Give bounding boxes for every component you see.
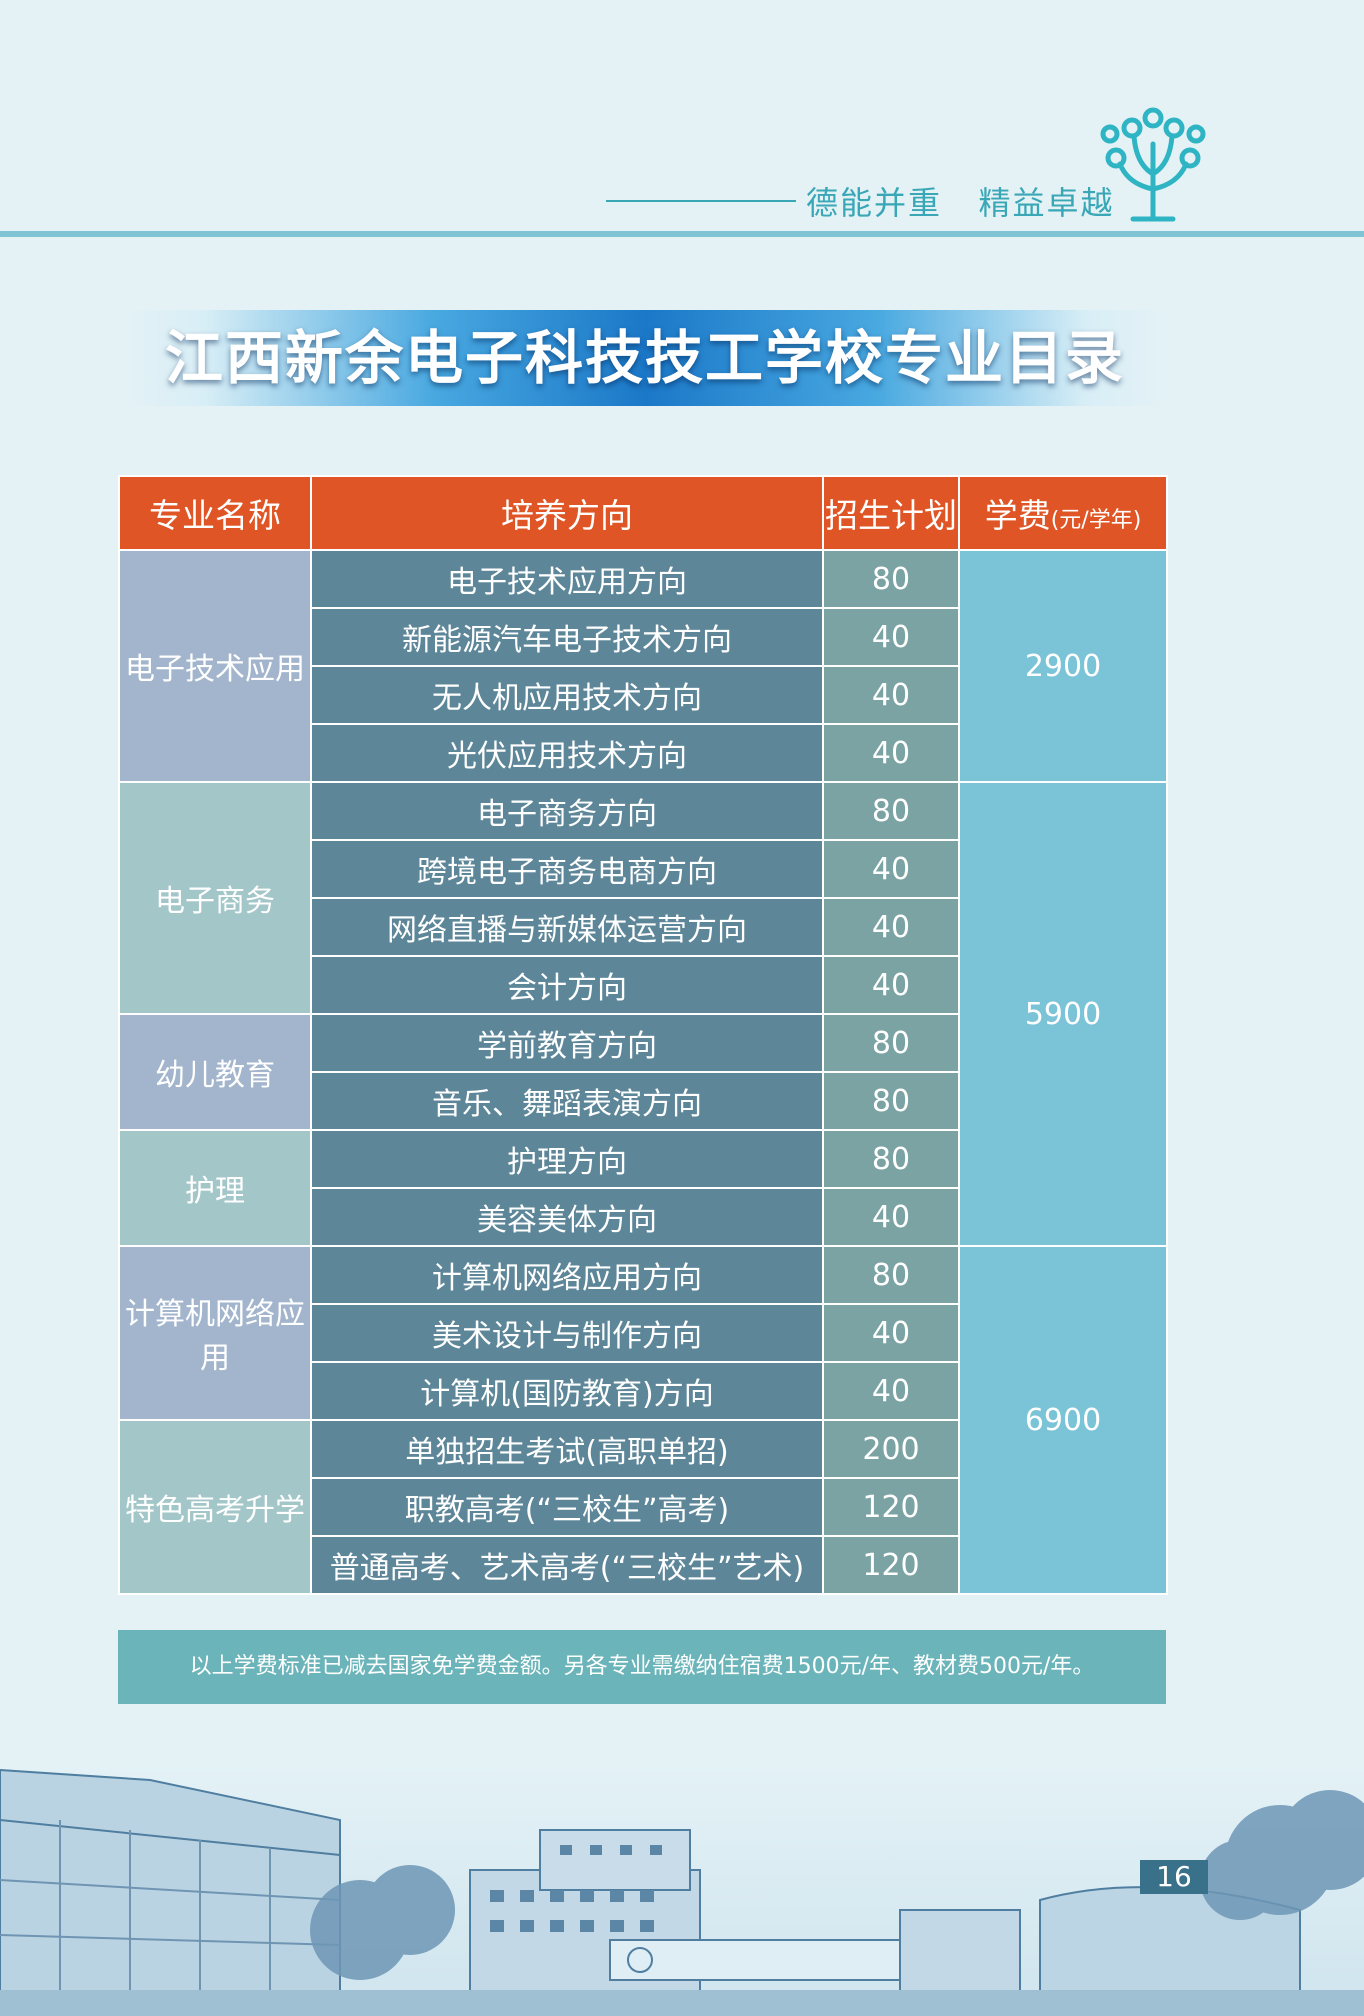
direction-cell: 职教高考(“三校生”高考) — [310, 1477, 824, 1537]
quota-cell: 120 — [822, 1535, 960, 1595]
table-row: 光伏应用技术方向 40 — [119, 723, 1167, 783]
table-row: 职教高考(“三校生”高考) 120 — [119, 1477, 1167, 1537]
direction-cell: 学前教育方向 — [310, 1013, 824, 1073]
header-fee-label: 学费 — [984, 496, 1051, 535]
quota-cell: 40 — [822, 839, 960, 899]
table-row: 会计方向 40 — [119, 955, 1167, 1015]
motto-rule — [606, 200, 796, 202]
quota-cell: 80 — [822, 781, 960, 841]
major-name: 电子技术应用 — [118, 549, 312, 783]
direction-cell: 计算机网络应用方向 — [310, 1245, 824, 1305]
header-fee: 学费(元/学年) — [958, 475, 1168, 551]
quota-cell: 200 — [822, 1419, 960, 1479]
school-motto: 德能并重 精益卓越 — [806, 184, 1115, 222]
quota-cell: 40 — [822, 955, 960, 1015]
quota-cell: 40 — [822, 1361, 960, 1421]
tree-logo-icon — [1100, 107, 1206, 222]
direction-cell: 无人机应用技术方向 — [310, 665, 824, 725]
direction-cell: 光伏应用技术方向 — [310, 723, 824, 783]
page-title: 江西新余电子科技技工学校专业目录 — [164, 324, 1125, 392]
table-row: 电子技术应用 电子技术应用方向 80 2900 — [118, 549, 1168, 783]
quota-cell: 40 — [822, 897, 960, 957]
table-row: 计算机网络应用 计算机网络应用方向 80 6900 — [118, 1245, 1168, 1595]
direction-cell: 计算机(国防教育)方向 — [310, 1361, 824, 1421]
campus-illustration — [0, 1760, 1364, 2016]
table-row: 音乐、舞蹈表演方向 80 — [119, 1071, 1167, 1131]
quota-cell: 120 — [822, 1477, 960, 1537]
fee-note: 以上学费标准已减去国家免学费金额。另各专业需缴纳住宿费1500元/年、教材费50… — [118, 1630, 1166, 1704]
quota-cell: 40 — [822, 1303, 960, 1363]
fee-cell: 5900 — [958, 781, 1168, 1247]
quota-cell: 80 — [822, 1013, 960, 1073]
direction-cell: 电子技术应用方向 — [310, 549, 824, 609]
fee-cell: 6900 — [958, 1245, 1168, 1595]
quota-cell: 40 — [822, 665, 960, 725]
header-divider — [0, 231, 1364, 237]
page-number: 16 — [1140, 1860, 1208, 1894]
quota-cell: 80 — [822, 549, 960, 609]
quota-cell: 80 — [822, 1245, 960, 1305]
quota-cell: 80 — [822, 1071, 960, 1131]
table-row: 护理 护理方向 80 — [118, 1129, 1167, 1247]
direction-cell: 美容美体方向 — [310, 1187, 824, 1247]
direction-cell: 音乐、舞蹈表演方向 — [310, 1071, 824, 1131]
fee-cell: 2900 — [958, 549, 1168, 783]
table-row: 计算机(国防教育)方向 40 — [119, 1361, 1167, 1421]
table-row: 特色高考升学 单独招生考试(高职单招) 200 — [118, 1419, 1167, 1595]
direction-cell: 新能源汽车电子技术方向 — [310, 607, 824, 667]
direction-cell: 美术设计与制作方向 — [310, 1303, 824, 1363]
table-header-row: 专业名称 培养方向 招生计划 学费(元/学年) — [118, 475, 1168, 551]
major-name: 电子商务 — [118, 781, 312, 1015]
table-row: 幼儿教育 学前教育方向 80 — [118, 1013, 1167, 1131]
quota-cell: 80 — [822, 1129, 960, 1189]
table-row: 普通高考、艺术高考(“三校生”艺术) 120 — [119, 1535, 1167, 1595]
header-major: 专业名称 — [118, 475, 312, 551]
direction-cell: 跨境电子商务电商方向 — [310, 839, 824, 899]
major-name: 特色高考升学 — [118, 1419, 312, 1595]
quota-cell: 40 — [822, 607, 960, 667]
table-row: 跨境电子商务电商方向 40 — [119, 839, 1167, 899]
direction-cell: 会计方向 — [310, 955, 824, 1015]
direction-cell: 普通高考、艺术高考(“三校生”艺术) — [310, 1535, 824, 1595]
title-banner — [120, 310, 1170, 406]
major-name: 计算机网络应用 — [118, 1245, 312, 1421]
table-row: 美容美体方向 40 — [119, 1187, 1167, 1247]
major-name: 护理 — [118, 1129, 312, 1247]
direction-cell: 网络直播与新媒体运营方向 — [310, 897, 824, 957]
header-fee-unit: (元/学年) — [1050, 508, 1142, 533]
table-row: 电子商务 电子商务方向 80 5900 — [118, 781, 1168, 1247]
table-row: 新能源汽车电子技术方向 40 — [119, 607, 1167, 667]
direction-cell: 护理方向 — [310, 1129, 824, 1189]
direction-cell: 电子商务方向 — [310, 781, 824, 841]
quota-cell: 40 — [822, 1187, 960, 1247]
majors-table: 专业名称 培养方向 招生计划 学费(元/学年) 电子技术应用 电子技术应用方向 … — [118, 475, 1168, 1595]
header-quota: 招生计划 — [822, 475, 960, 551]
major-name: 幼儿教育 — [118, 1013, 312, 1131]
table-row: 美术设计与制作方向 40 — [119, 1303, 1167, 1363]
direction-cell: 单独招生考试(高职单招) — [310, 1419, 824, 1479]
header-direction: 培养方向 — [310, 475, 824, 551]
table-row: 网络直播与新媒体运营方向 40 — [119, 897, 1167, 957]
table-row: 无人机应用技术方向 40 — [119, 665, 1167, 725]
quota-cell: 40 — [822, 723, 960, 783]
